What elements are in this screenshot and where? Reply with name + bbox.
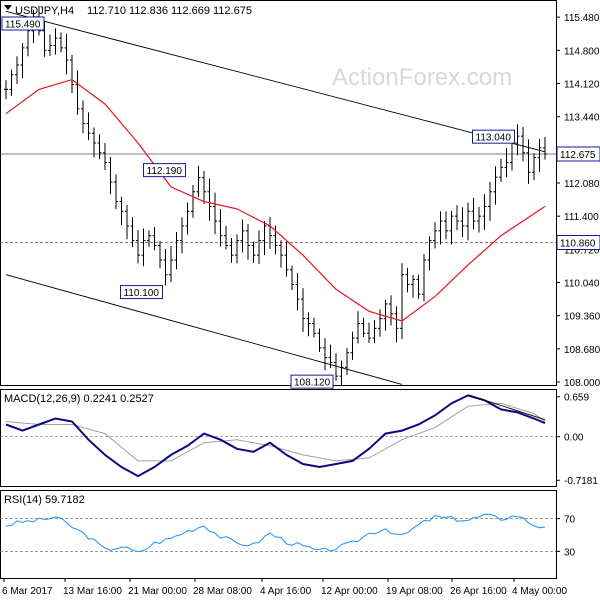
price-point-label-box [1,16,45,31]
trend-line [5,10,546,153]
level-label-box [556,146,600,162]
price-y-tick-label: 115.480 [564,13,600,24]
rsi-title: RSI(14) 59.7182 [4,494,85,506]
price-y-tick-label: 114.120 [564,80,600,91]
x-axis: 6 Mar 2017 13 Mar 16:00 21 Mar 00:00 28 Mar… [2,578,567,597]
macd-trend-line [467,394,546,421]
price-y-tick-label: 108.000 [564,378,600,389]
price-y-tick-label: 108.680 [564,345,600,356]
price-layer: 108.000 108.680 109.360 110.040 110.720 111.4… [0,5,600,389]
price-point-label: 115.490 [5,20,41,31]
level-label: 112.675 [560,150,596,161]
rsi-y-tick-label: 30 [564,547,576,558]
rsi-layer: 70 30 [0,513,576,558]
x-axis-tick-label: 4 Apr 16:00 [260,586,312,597]
price-y-tick-label: 113.440 [564,113,600,124]
macd-title: MACD(12,26,9) 0.2241 0.2527 [4,393,154,405]
level-label: 110.860 [560,239,596,250]
rsi-panel-frame [0,490,557,579]
x-axis-tick-label: 4 May 00:00 [512,586,567,597]
rsi-line [5,513,546,553]
price-y-tick-label: 111.400 [564,212,599,223]
price-y-tick-label: 109.360 [564,312,600,323]
price-point-label: 108.120 [294,378,331,389]
macd-y-tick-label: 0.00 [564,433,584,444]
x-axis-tick-label: 19 Apr 08:00 [386,586,443,597]
price-point-label-box [120,285,163,300]
dropdown-triangle-icon[interactable] [4,5,12,10]
symbol-label: USDJPY,H4 [15,5,74,17]
price-y-tick-label: 110.720 [564,245,600,256]
price-point-label: 110.100 [124,288,160,299]
price-point-label-box [290,374,334,389]
rsi-y-tick-label: 70 [564,515,576,526]
macd-panel-frame [0,389,557,487]
price-panel-frame [0,0,557,386]
x-axis-tick-label: 26 Apr 16:00 [450,586,507,597]
price-point-label-box [143,163,186,178]
level-label-box [556,235,600,251]
x-axis-tick-label: 21 Mar 00:00 [128,586,187,597]
watermark-text: ActionForex.com [332,64,512,91]
macd-y-tick-label: -0.7181 [564,476,598,487]
macd-signal-line [5,402,546,462]
x-axis-tick-label: 12 Apr 00:00 [321,586,378,597]
moving-average-line [5,78,546,322]
price-point-label-box [472,129,515,144]
price-point-label: 113.040 [476,133,512,144]
price-point-label: 112.190 [147,166,183,177]
x-axis-tick-label: 28 Mar 08:00 [193,586,252,597]
price-y-tick-label: 112.080 [564,179,600,190]
macd-line [5,394,546,478]
quote-values: 112.710 112.836 112.669 112.675 [87,5,252,17]
price-y-tick-label: 110.040 [564,279,600,290]
macd-y-tick-label: 0.659 [564,393,589,404]
price-y-tick-label: 114.800 [564,46,600,57]
x-axis-tick-label: 13 Mar 16:00 [63,586,122,597]
macd-layer: 0.659 0.00 -0.7181 [0,393,598,487]
x-axis-tick-label: 6 Mar 2017 [2,586,53,597]
